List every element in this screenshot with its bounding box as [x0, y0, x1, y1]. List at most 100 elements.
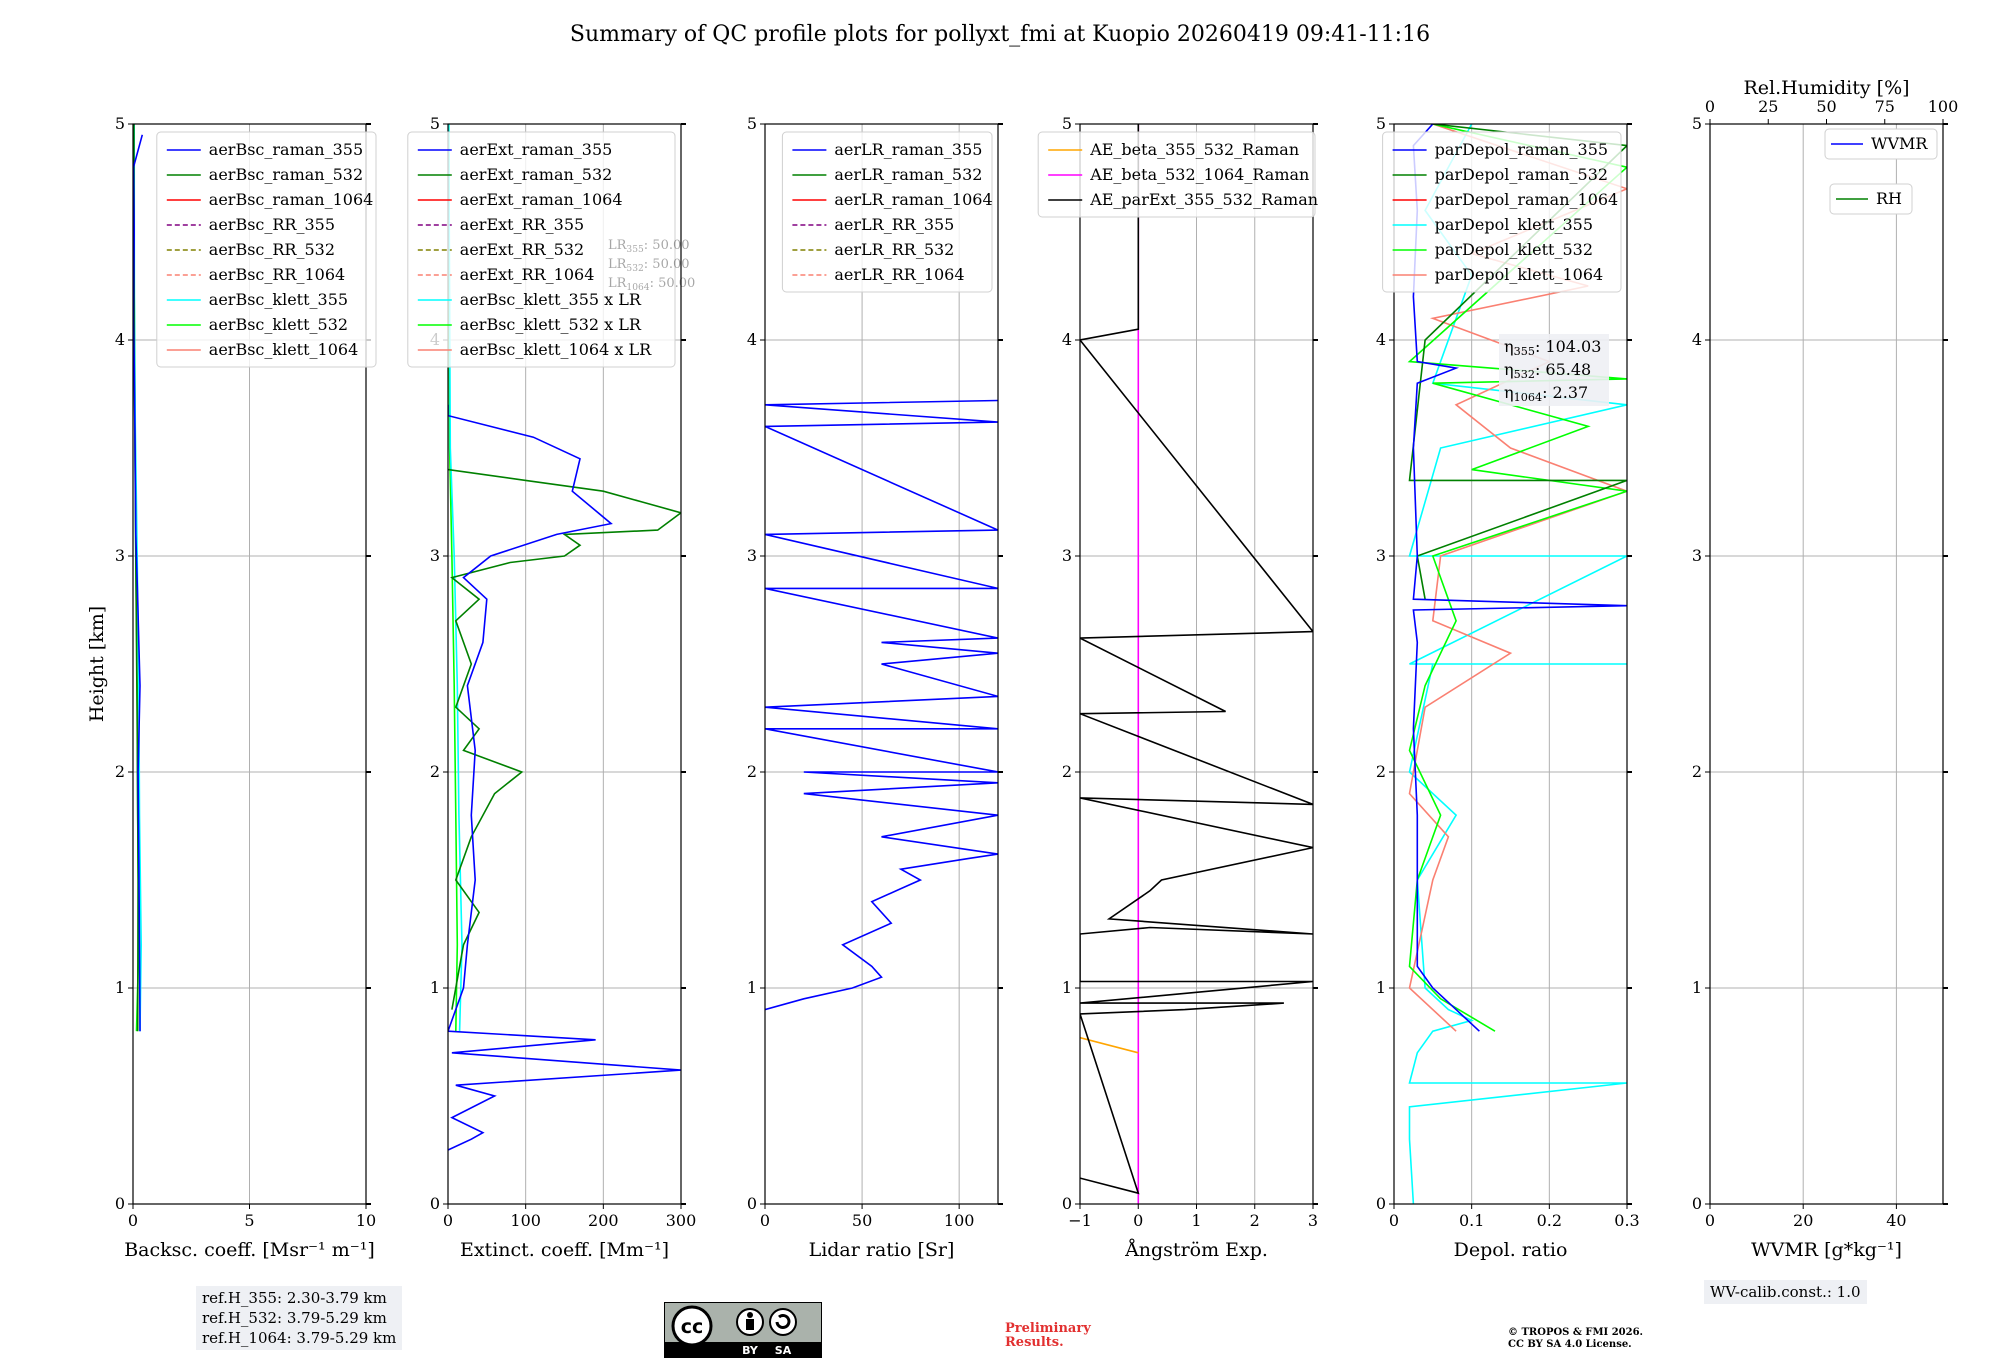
legend-label: aerExt_RR_532: [460, 240, 584, 259]
legend-label: aerBsc_RR_1064: [209, 265, 345, 284]
legend-frame: [781, 131, 993, 293]
legend-frame: [1382, 131, 1622, 293]
legend-bsc: aerBsc_raman_355 aerBsc_raman_532 aerBsc_r…: [156, 131, 377, 368]
by-person-icon: [747, 1312, 753, 1318]
legend-ext: aerExt_raman_355 aerExt_raman_532 aerExt_r…: [407, 131, 676, 368]
legend-label: parDepol_klett_1064: [1435, 265, 1604, 284]
y-tick-label: 1: [1062, 978, 1072, 997]
ref-height-1064: ref.H_1064: 3.79-5.29 km: [202, 1329, 397, 1347]
top-x-tick-label: 100: [1928, 97, 1959, 116]
x-tick-label: 0.2: [1537, 1211, 1562, 1230]
lr-annotation: LR355: 50.00 LR532: 50.00 LR1064: 50.00: [608, 238, 695, 293]
axes-frame: [1709, 123, 1944, 1205]
y-tick-label: 5: [1692, 114, 1702, 133]
top-x-tick-label: 25: [1758, 97, 1778, 116]
legend-label: aerLR_RR_1064: [834, 265, 964, 284]
axes-wv: 0 20 40 0 1 2 3 4 5 WVMR [g*kg⁻¹] 0 25 50 75 100 Rel.Hu…: [1692, 77, 1958, 1261]
y-tick-label: 2: [1062, 762, 1072, 781]
y-tick-label: 2: [430, 762, 440, 781]
legend-label: parDepol_klett_532: [1435, 240, 1593, 259]
legend-label: aerBsc_RR_532: [209, 240, 335, 259]
eta-annotation-line: η355: 104.03: [1504, 337, 1601, 358]
x-axis-label: Depol. ratio: [1454, 1239, 1568, 1261]
y-tick-label: 5: [1376, 114, 1386, 133]
ref-height-532: ref.H_532: 3.79-5.29 km: [202, 1309, 387, 1327]
legend-label: parDepol_klett_355: [1435, 215, 1593, 234]
x-tick-label: −1: [1068, 1211, 1092, 1230]
share-alike-icon: [775, 1314, 791, 1329]
legend-frame: [1037, 131, 1316, 218]
x-tick-label: 3: [1308, 1211, 1318, 1230]
y-tick-label: 2: [747, 762, 757, 781]
eta-annotation-line: η532: 65.48: [1504, 360, 1591, 381]
legend-label: aerExt_raman_1064: [460, 190, 623, 209]
legend-label: aerBsc_klett_532: [209, 315, 348, 334]
x-tick-label: 200: [588, 1211, 619, 1230]
x-axis-label: WVMR [g*kg⁻¹]: [1751, 1239, 1902, 1261]
top-x-tick-label: 75: [1875, 97, 1895, 116]
legend-label: aerBsc_raman_532: [209, 165, 363, 184]
x-tick-label: 50: [852, 1211, 872, 1230]
legend-label: parDepol_raman_1064: [1435, 190, 1619, 209]
figure-title: Summary of QC profile plots for pollyxt_…: [569, 22, 1431, 47]
ref-height-355: ref.H_355: 2.30-3.79 km: [202, 1289, 387, 1307]
legend-label: aerBsc_klett_355 x LR: [460, 290, 642, 309]
x-axis-label: Lidar ratio [Sr]: [809, 1239, 955, 1261]
y-tick-label: 2: [1692, 762, 1702, 781]
legend-label: AE_beta_355_532_Raman: [1089, 140, 1299, 159]
legend-depol: parDepol_raman_355 parDepol_raman_532 parD…: [1382, 131, 1622, 293]
axes-frame: [764, 123, 999, 1205]
y-tick-label: 1: [430, 978, 440, 997]
y-tick-label: 5: [115, 114, 125, 133]
y-tick-label: 1: [1692, 978, 1702, 997]
legend-label: aerExt_RR_1064: [460, 265, 595, 284]
x-axis-label: Backsc. coeff. [Msr⁻¹ m⁻¹]: [124, 1239, 375, 1261]
top-x-tick-label: 0: [1705, 97, 1715, 116]
x-tick-label: 300: [666, 1211, 697, 1230]
legend-frame: [407, 131, 676, 368]
y-tick-label: 4: [115, 330, 125, 349]
y-axis-label: Height [km]: [86, 606, 108, 722]
y-tick-label: 0: [1062, 1194, 1072, 1213]
legend-label: aerLR_RR_532: [834, 240, 954, 259]
axes-depol: 0 0.1 0.2 0.3 0 1 2 3 4 5 Depol. ratio parDepol_ram…: [1376, 114, 1640, 1261]
x-tick-label: 1: [1191, 1211, 1201, 1230]
by-label: BY: [742, 1344, 759, 1357]
eta-annotation-line: η1064: 2.37: [1504, 383, 1588, 404]
y-tick-label: 3: [115, 546, 125, 565]
legend-ae: AE_beta_355_532_Raman AE_beta_532_1064_Ra…: [1037, 131, 1318, 218]
y-tick-label: 0: [115, 1194, 125, 1213]
axes-frame: [1393, 123, 1628, 1205]
preliminary-line-1: Preliminary: [1005, 1321, 1091, 1336]
y-tick-label: 3: [430, 546, 440, 565]
y-tick-label: 4: [1692, 330, 1702, 349]
axes-lr: 0 50 100 0 1 2 3 4 5 Lidar ratio [Sr] aerLR_raman_…: [747, 114, 1003, 1261]
x-tick-label: 40: [1886, 1211, 1906, 1230]
series-aerExt_raman_355: [448, 404, 681, 1151]
legend-label: aerBsc_klett_1064 x LR: [460, 340, 652, 359]
legend-label: aerBsc_raman_355: [209, 140, 363, 159]
preliminary-note: Preliminary Results.: [1005, 1322, 1091, 1350]
y-tick-label: 0: [430, 1194, 440, 1213]
copyright-line-1: © TROPOS & FMI 2026.: [1508, 1327, 1644, 1338]
y-tick-label: 5: [1062, 114, 1072, 133]
x-tick-label: 10: [356, 1211, 376, 1230]
series-aerBsc_raman_355: [133, 134, 144, 1032]
legend-label: aerLR_raman_1064: [834, 190, 992, 209]
x-tick-label: 0: [128, 1211, 138, 1230]
x-tick-label: 0: [760, 1211, 770, 1230]
legend-label: AE_beta_532_1064_Raman: [1089, 165, 1309, 184]
x-tick-label: 100: [944, 1211, 975, 1230]
top-x-tick-label: 50: [1816, 97, 1836, 116]
x-tick-label: 0: [1389, 1211, 1399, 1230]
x-tick-label: 0: [1133, 1211, 1143, 1230]
preliminary-line-2: Results.: [1005, 1335, 1064, 1350]
series-AE_parExt_355_532_Raman: [1080, 124, 1313, 1195]
legend-label: aerBsc_raman_1064: [209, 190, 374, 209]
y-tick-label: 2: [1376, 762, 1386, 781]
legend-frame: [1829, 183, 1913, 215]
y-tick-label: 4: [747, 330, 757, 349]
y-tick-label: 1: [115, 978, 125, 997]
legend-label: aerExt_raman_355: [460, 140, 613, 159]
